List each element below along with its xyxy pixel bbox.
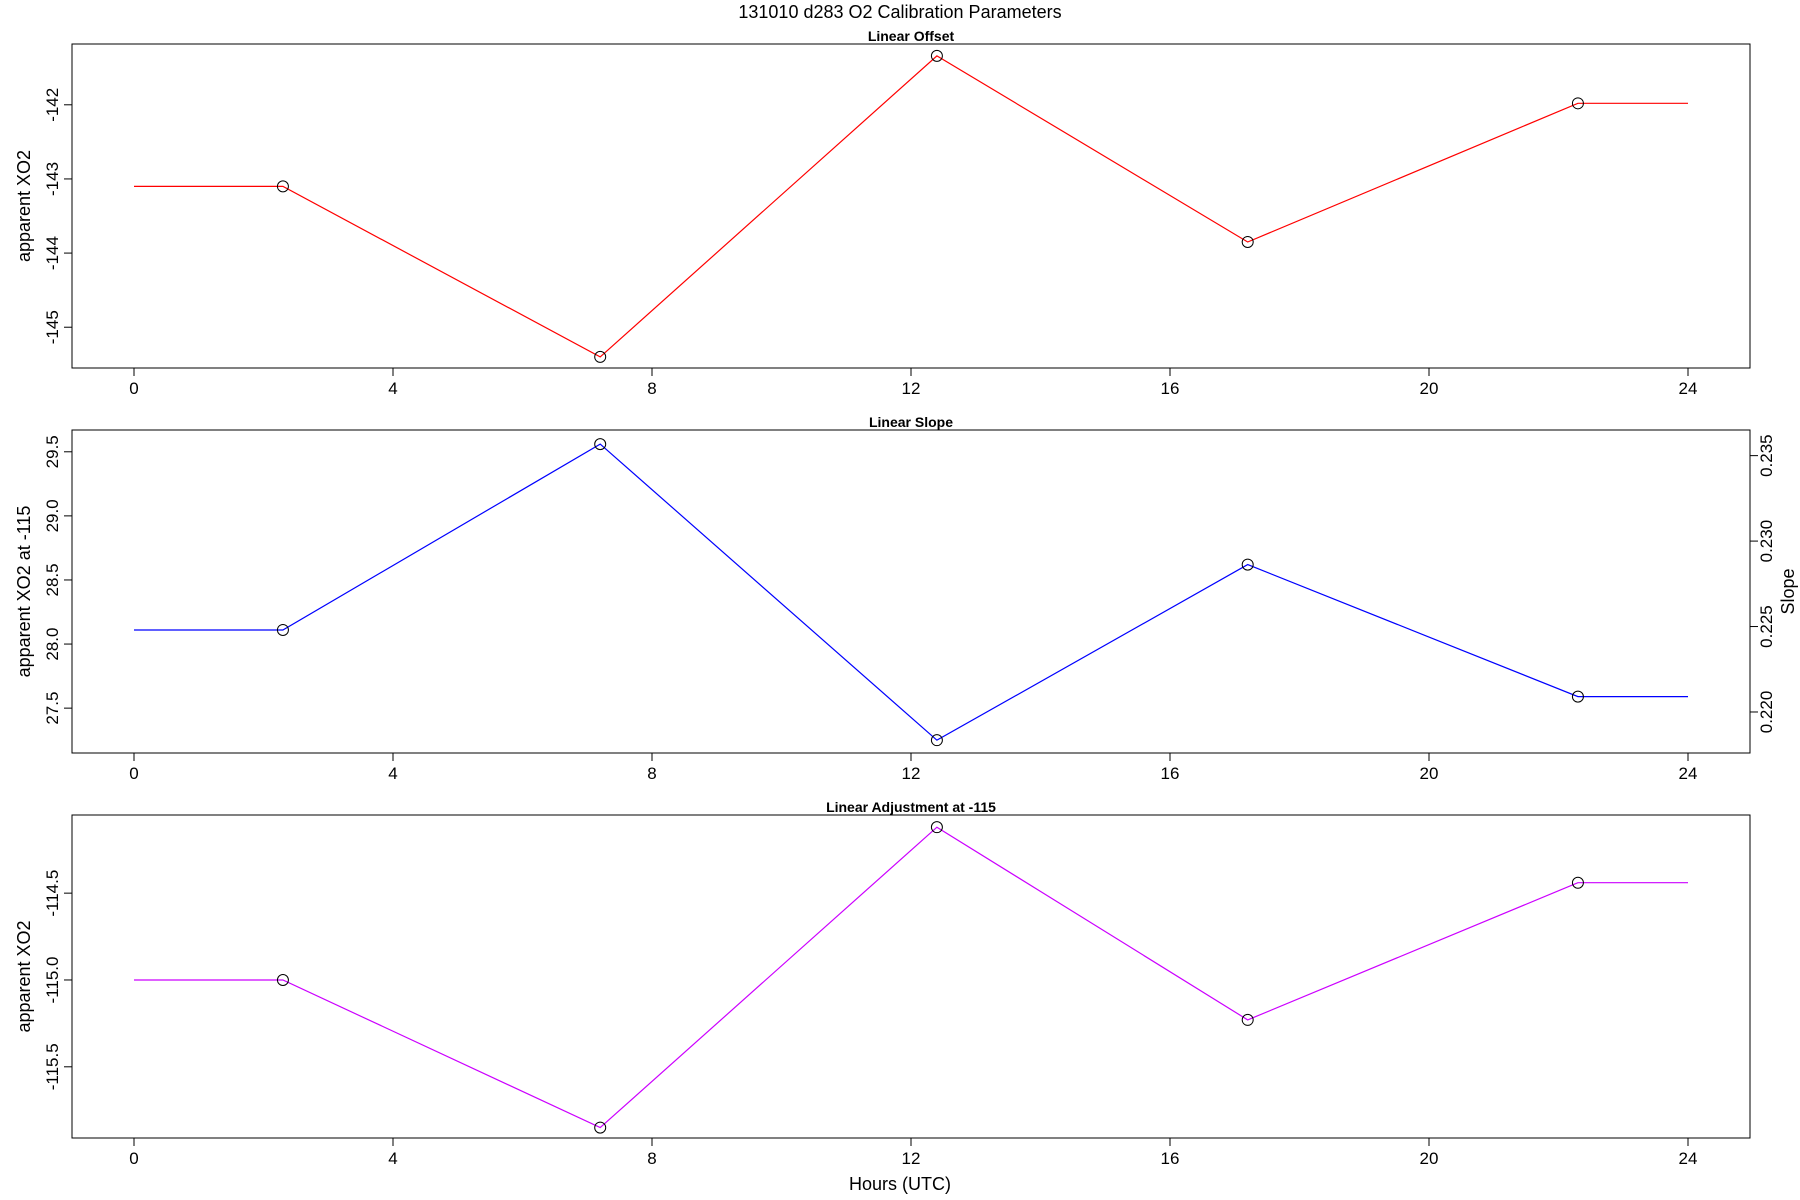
- data-point: [276, 623, 289, 636]
- plot-frame: [71, 43, 1751, 369]
- data-point: [1241, 235, 1254, 248]
- data-point: [594, 438, 607, 451]
- x-tick-label: 16: [1161, 379, 1180, 398]
- x-tick-label: 4: [388, 1149, 397, 1168]
- data-point: [930, 49, 943, 62]
- data-point: [1571, 690, 1584, 703]
- x-tick-label: 20: [1420, 1149, 1439, 1168]
- plot-frame: [71, 429, 1751, 754]
- data-point: [1241, 558, 1254, 571]
- data-point: [1571, 97, 1584, 110]
- x-tick-label: 12: [902, 1149, 921, 1168]
- x-tick-label: 24: [1679, 379, 1698, 398]
- data-point: [594, 350, 607, 363]
- x-tick-label: 8: [647, 764, 656, 783]
- y-tick-label: -115.5: [43, 1043, 62, 1090]
- panel-3: Linear Adjustment at -115 0 4 8 12 16 20 24 -115…: [14, 799, 1751, 1168]
- x-tick-label: 0: [129, 379, 138, 398]
- y-tick-label: 29.0: [43, 499, 62, 532]
- data-point: [930, 821, 943, 834]
- x-tick-label: 16: [1161, 764, 1180, 783]
- y-tick-label: -143: [43, 162, 62, 196]
- x-tick-label: 12: [902, 379, 921, 398]
- y-tick-label: 28.5: [43, 563, 62, 596]
- y-tick-label: -142: [43, 88, 62, 122]
- y-right-axis-label: Slope: [1778, 568, 1798, 614]
- series-line: [134, 443, 1688, 741]
- y-right-tick-label: 0.235: [1757, 434, 1776, 477]
- x-tick-label: 20: [1420, 764, 1439, 783]
- x-tick-label: 4: [388, 764, 397, 783]
- x-tick-label: 20: [1420, 379, 1439, 398]
- x-tick-label: 24: [1679, 1149, 1698, 1168]
- y-tick-label: 27.5: [43, 692, 62, 725]
- x-tick-label: 16: [1161, 1149, 1180, 1168]
- x-tick-label: 8: [647, 1149, 656, 1168]
- y-tick-label: 28.0: [43, 628, 62, 661]
- x-tick-label: 12: [902, 764, 921, 783]
- data-point: [930, 734, 943, 747]
- y-tick-label: 29.5: [43, 435, 62, 468]
- x-tick-label: 8: [647, 379, 656, 398]
- panel-title: Linear Offset: [868, 28, 955, 44]
- panel-title: Linear Adjustment at -115: [826, 799, 996, 815]
- data-point: [276, 180, 289, 193]
- x-tick-label: 4: [388, 379, 397, 398]
- panel-title: Linear Slope: [869, 414, 953, 430]
- data-point: [276, 973, 289, 986]
- main-title: 131010 d283 O2 Calibration Parameters: [738, 2, 1061, 22]
- y-tick-label: -114.5: [43, 870, 62, 917]
- data-point: [1241, 1013, 1254, 1026]
- y-right-tick-label: 0.220: [1757, 691, 1776, 734]
- y-axis-label: apparent XO2 at -115: [14, 506, 34, 678]
- x-tick-label: 0: [129, 1149, 138, 1168]
- panel-2: Linear Slope 0 4 8 12 16 20 24 27.5 28.0 28.5 29.0 2…: [14, 414, 1798, 783]
- y-right-tick-label: 0.225: [1757, 605, 1776, 648]
- panel-1: Linear Offset 0 4 8 12 16 20 24 -145 -144 -143 -142…: [14, 28, 1751, 398]
- y-axis-label: apparent XO2: [14, 920, 34, 1032]
- y-tick-label: -145: [43, 310, 62, 344]
- data-point: [1571, 876, 1584, 889]
- y-right-tick-label: 0.230: [1757, 520, 1776, 563]
- y-tick-label: -115.0: [43, 956, 62, 1003]
- plot-frame: [71, 814, 1751, 1139]
- series-line: [134, 826, 1688, 1129]
- y-tick-label: -144: [43, 236, 62, 270]
- x-tick-label: 24: [1679, 764, 1698, 783]
- data-point: [594, 1121, 607, 1134]
- x-tick-label: 0: [129, 764, 138, 783]
- series-line: [134, 55, 1688, 358]
- panels: Linear Offset 0 4 8 12 16 20 24 -145 -144 -143 -142…: [14, 28, 1798, 1168]
- x-axis-label: Hours (UTC): [849, 1174, 951, 1194]
- y-axis-label: apparent XO2: [14, 150, 34, 262]
